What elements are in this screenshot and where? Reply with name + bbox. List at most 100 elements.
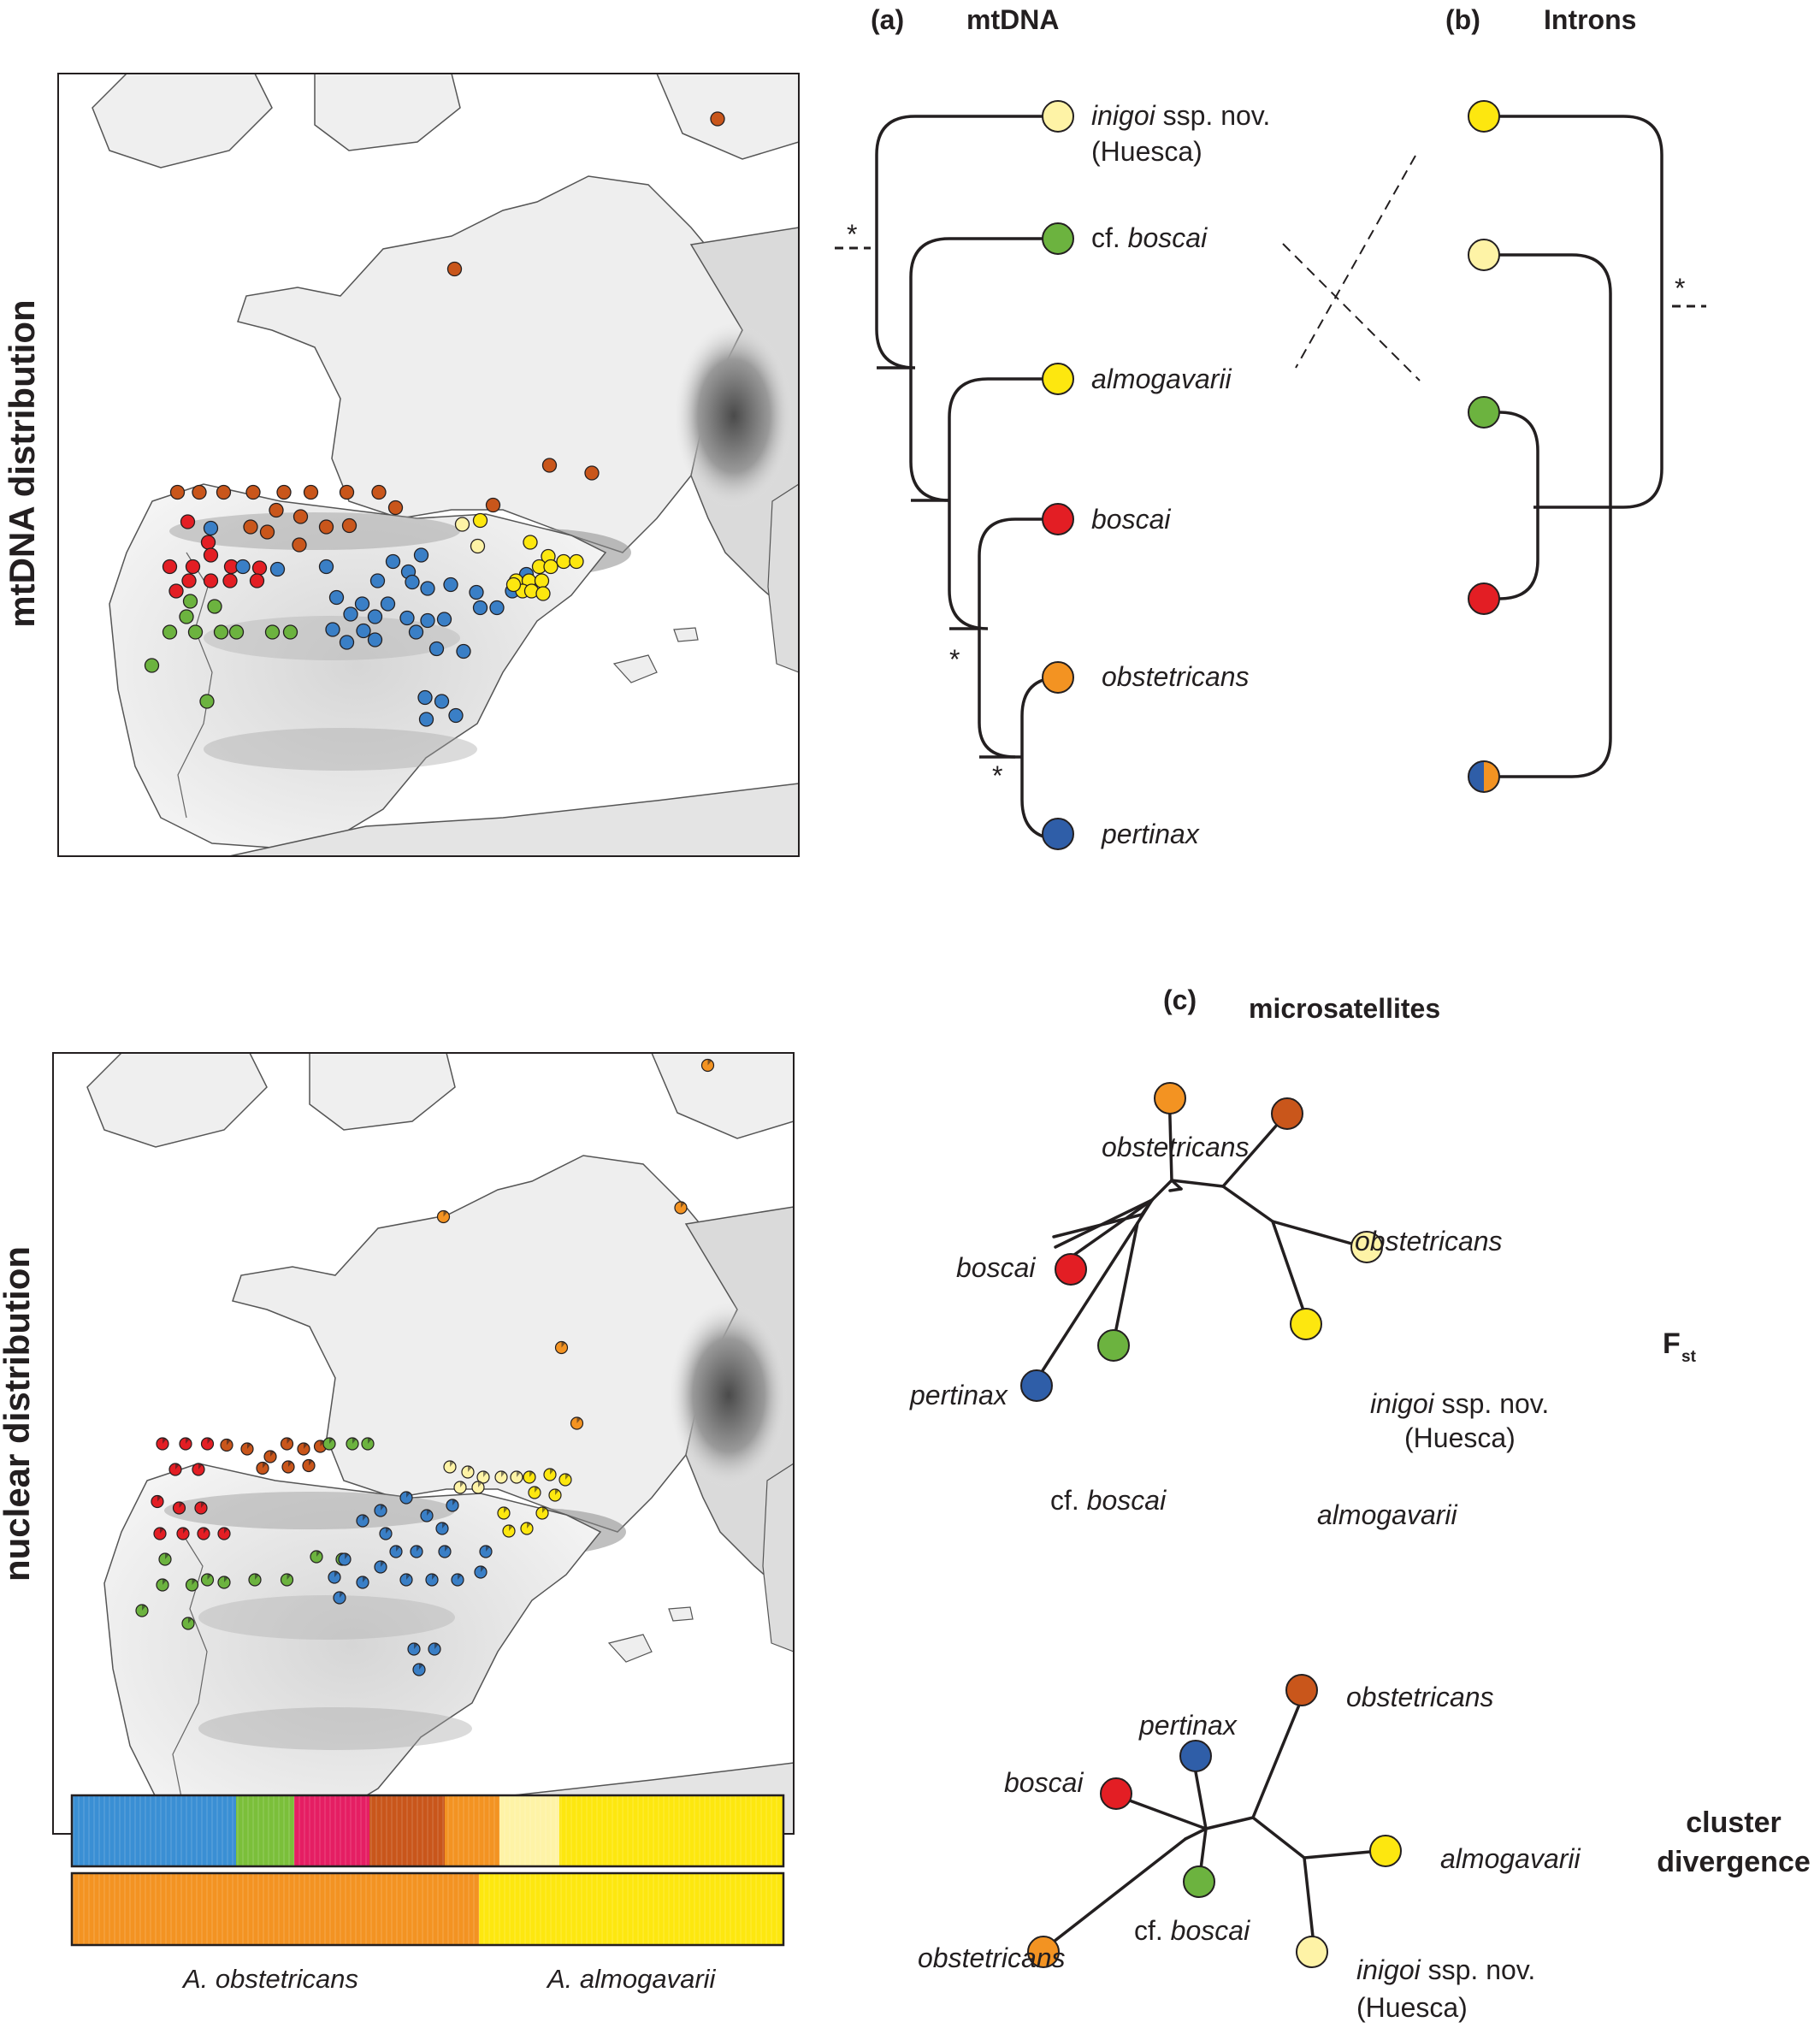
mtdna-sample-point xyxy=(228,624,245,640)
mtdna-sample-point xyxy=(428,641,445,657)
structure-barplot-k6 xyxy=(70,1794,785,1868)
panel-b-label: (b) xyxy=(1445,4,1480,35)
mtdna-sample-point xyxy=(505,576,522,593)
mtdna-sample-point xyxy=(371,484,387,500)
mtdna-sample-point xyxy=(144,658,160,673)
mtdna-sample-point xyxy=(303,484,319,500)
mtdna-sample-point xyxy=(245,484,261,500)
fst-label-obstetricans-right: obstetricans xyxy=(1355,1226,1503,1256)
mtdna-sample-point xyxy=(367,609,383,624)
mtdna-sample-point xyxy=(489,600,505,616)
mtdna-support-3: * xyxy=(992,760,1002,791)
mtdna-sample-point xyxy=(472,600,488,616)
nuclear-sample-slice xyxy=(527,1522,531,1528)
panel-c-title: microsatellites xyxy=(1249,993,1440,1024)
nuclear-sample-slice xyxy=(542,1507,547,1513)
nuclear-sample-slice xyxy=(509,1525,513,1531)
mtdna-sample-point xyxy=(318,559,334,575)
mtdna-sample-point xyxy=(405,574,420,590)
mtdna-sample-point xyxy=(292,509,309,524)
panel-c-label: (c) xyxy=(1163,984,1197,1015)
mtdna-sample-point xyxy=(222,573,238,588)
nuclear-sample-slice xyxy=(452,1499,457,1505)
cluster-edge xyxy=(1251,1816,1306,1859)
fst-labels: obstetricans obstetricans boscai pertina… xyxy=(909,1132,1549,1530)
mtdna-tip-pertinax xyxy=(1042,818,1074,850)
mtdna-sample-point xyxy=(216,484,232,500)
mtdna-sample-point xyxy=(292,537,307,553)
mtdna-label-inigoi-rest: ssp. nov. xyxy=(1155,100,1271,131)
nuclear-sample-slice xyxy=(483,1471,488,1477)
mtdna-label-boscai: boscai xyxy=(1091,504,1171,535)
nuclear-sample-slice xyxy=(162,1438,167,1444)
svg-text:inigoi ssp. nov.: inigoi ssp. nov. xyxy=(1370,1388,1549,1419)
mtdna-sample-point xyxy=(339,484,355,500)
mtdna-sample-point xyxy=(420,581,435,596)
structure-stripes-k6 xyxy=(73,1795,777,1866)
mtdna-sample-point xyxy=(203,520,219,536)
nuclear-sample-slice xyxy=(309,1459,313,1466)
nuclear-sample-slice xyxy=(707,1059,712,1066)
mtdna-label-cf-prefix: cf. xyxy=(1091,222,1128,253)
svg-text:inigoi ssp. nov.: inigoi ssp. nov. xyxy=(1356,1954,1535,1985)
nuclear-sample-slice xyxy=(227,1439,231,1446)
cluster-tip-almogavarii xyxy=(1369,1835,1402,1867)
fst-label-pertinax: pertinax xyxy=(909,1380,1008,1410)
mtdna-sample-point xyxy=(185,559,201,575)
mtdna-sample-point xyxy=(203,547,219,563)
nuclear-sample-slice xyxy=(179,1502,183,1508)
nuclear-sample-slice xyxy=(681,1202,685,1208)
mtdna-branch-almogavarii xyxy=(948,377,1043,630)
mtdna-sample-point xyxy=(276,484,292,500)
svg-text:inigoi ssp. nov.: inigoi ssp. nov. xyxy=(1091,100,1270,131)
fst-axis-label: F st xyxy=(1663,1327,1697,1366)
nuclear-sample-slice xyxy=(381,1561,385,1567)
mtdna-sample-point xyxy=(534,573,550,588)
svg-text:cf. boscai: cf. boscai xyxy=(1091,222,1208,253)
introns-tip-pertinax-obstetricans xyxy=(1468,760,1500,793)
cluster-edge-obstetricans-bottom xyxy=(1052,1837,1187,1943)
mtdna-branch-inigoi xyxy=(875,115,1043,370)
mtdna-sample-point xyxy=(318,519,334,535)
mtdna-sample-point xyxy=(367,632,383,647)
fst-edge-obstetricans-right xyxy=(1221,1122,1279,1188)
fst-label-main: F xyxy=(1663,1327,1681,1360)
cluster-label-obstetricans-bottom: obstetricans xyxy=(918,1942,1066,1973)
mtdna-sample-point xyxy=(168,583,184,599)
nuclear-sample-slice xyxy=(535,1487,539,1493)
nuclear-sample-slice xyxy=(288,1461,292,1467)
mtdna-sample-point xyxy=(385,553,401,570)
mtdna-sample-point xyxy=(162,624,178,640)
fst-tip-cf-boscai xyxy=(1097,1329,1130,1362)
nuclear-sample-slice xyxy=(175,1463,180,1469)
nuclear-sample-slice xyxy=(263,1462,267,1469)
mtdna-sample-point xyxy=(710,111,725,127)
nuclear-sample-slice xyxy=(183,1528,187,1534)
fst-label-boscai: boscai xyxy=(956,1252,1036,1283)
introns-branch-inigoi xyxy=(1484,253,1612,778)
cluster-edge-boscai xyxy=(1126,1798,1208,1830)
mtdna-map xyxy=(57,73,800,857)
mtdna-sample-point xyxy=(200,535,216,550)
cluster-edge xyxy=(1184,1827,1208,1841)
mtdna-sample-point xyxy=(584,465,600,481)
mtdna-sample-point xyxy=(541,458,558,473)
introns-tip-almogavarii xyxy=(1468,100,1500,133)
mtdna-sample-point xyxy=(187,624,204,640)
cluster-label-cf-boscai: boscai xyxy=(1171,1915,1250,1946)
fst-edge xyxy=(1170,1179,1225,1188)
mtdna-branch-cf-boscai xyxy=(909,237,1043,502)
nuclear-sample-slice xyxy=(352,1438,357,1444)
mtdna-sample-point xyxy=(408,624,424,640)
structure-label-almogavarii: A. almogavarii xyxy=(546,1964,717,1994)
nuclear-sample-slice xyxy=(417,1546,421,1552)
introns-tip-boscai xyxy=(1468,582,1500,615)
fst-tip-obstetricans-right xyxy=(1271,1097,1303,1130)
mtdna-sample-point xyxy=(469,584,484,600)
mtdna-label-obstetricans: obstetricans xyxy=(1102,661,1250,692)
mtdna-sample-point xyxy=(169,484,186,500)
nuclear-sample-slice xyxy=(287,1438,291,1444)
nuclear-sample-slice xyxy=(247,1443,251,1449)
mtdna-tip-obstetricans xyxy=(1042,661,1074,694)
